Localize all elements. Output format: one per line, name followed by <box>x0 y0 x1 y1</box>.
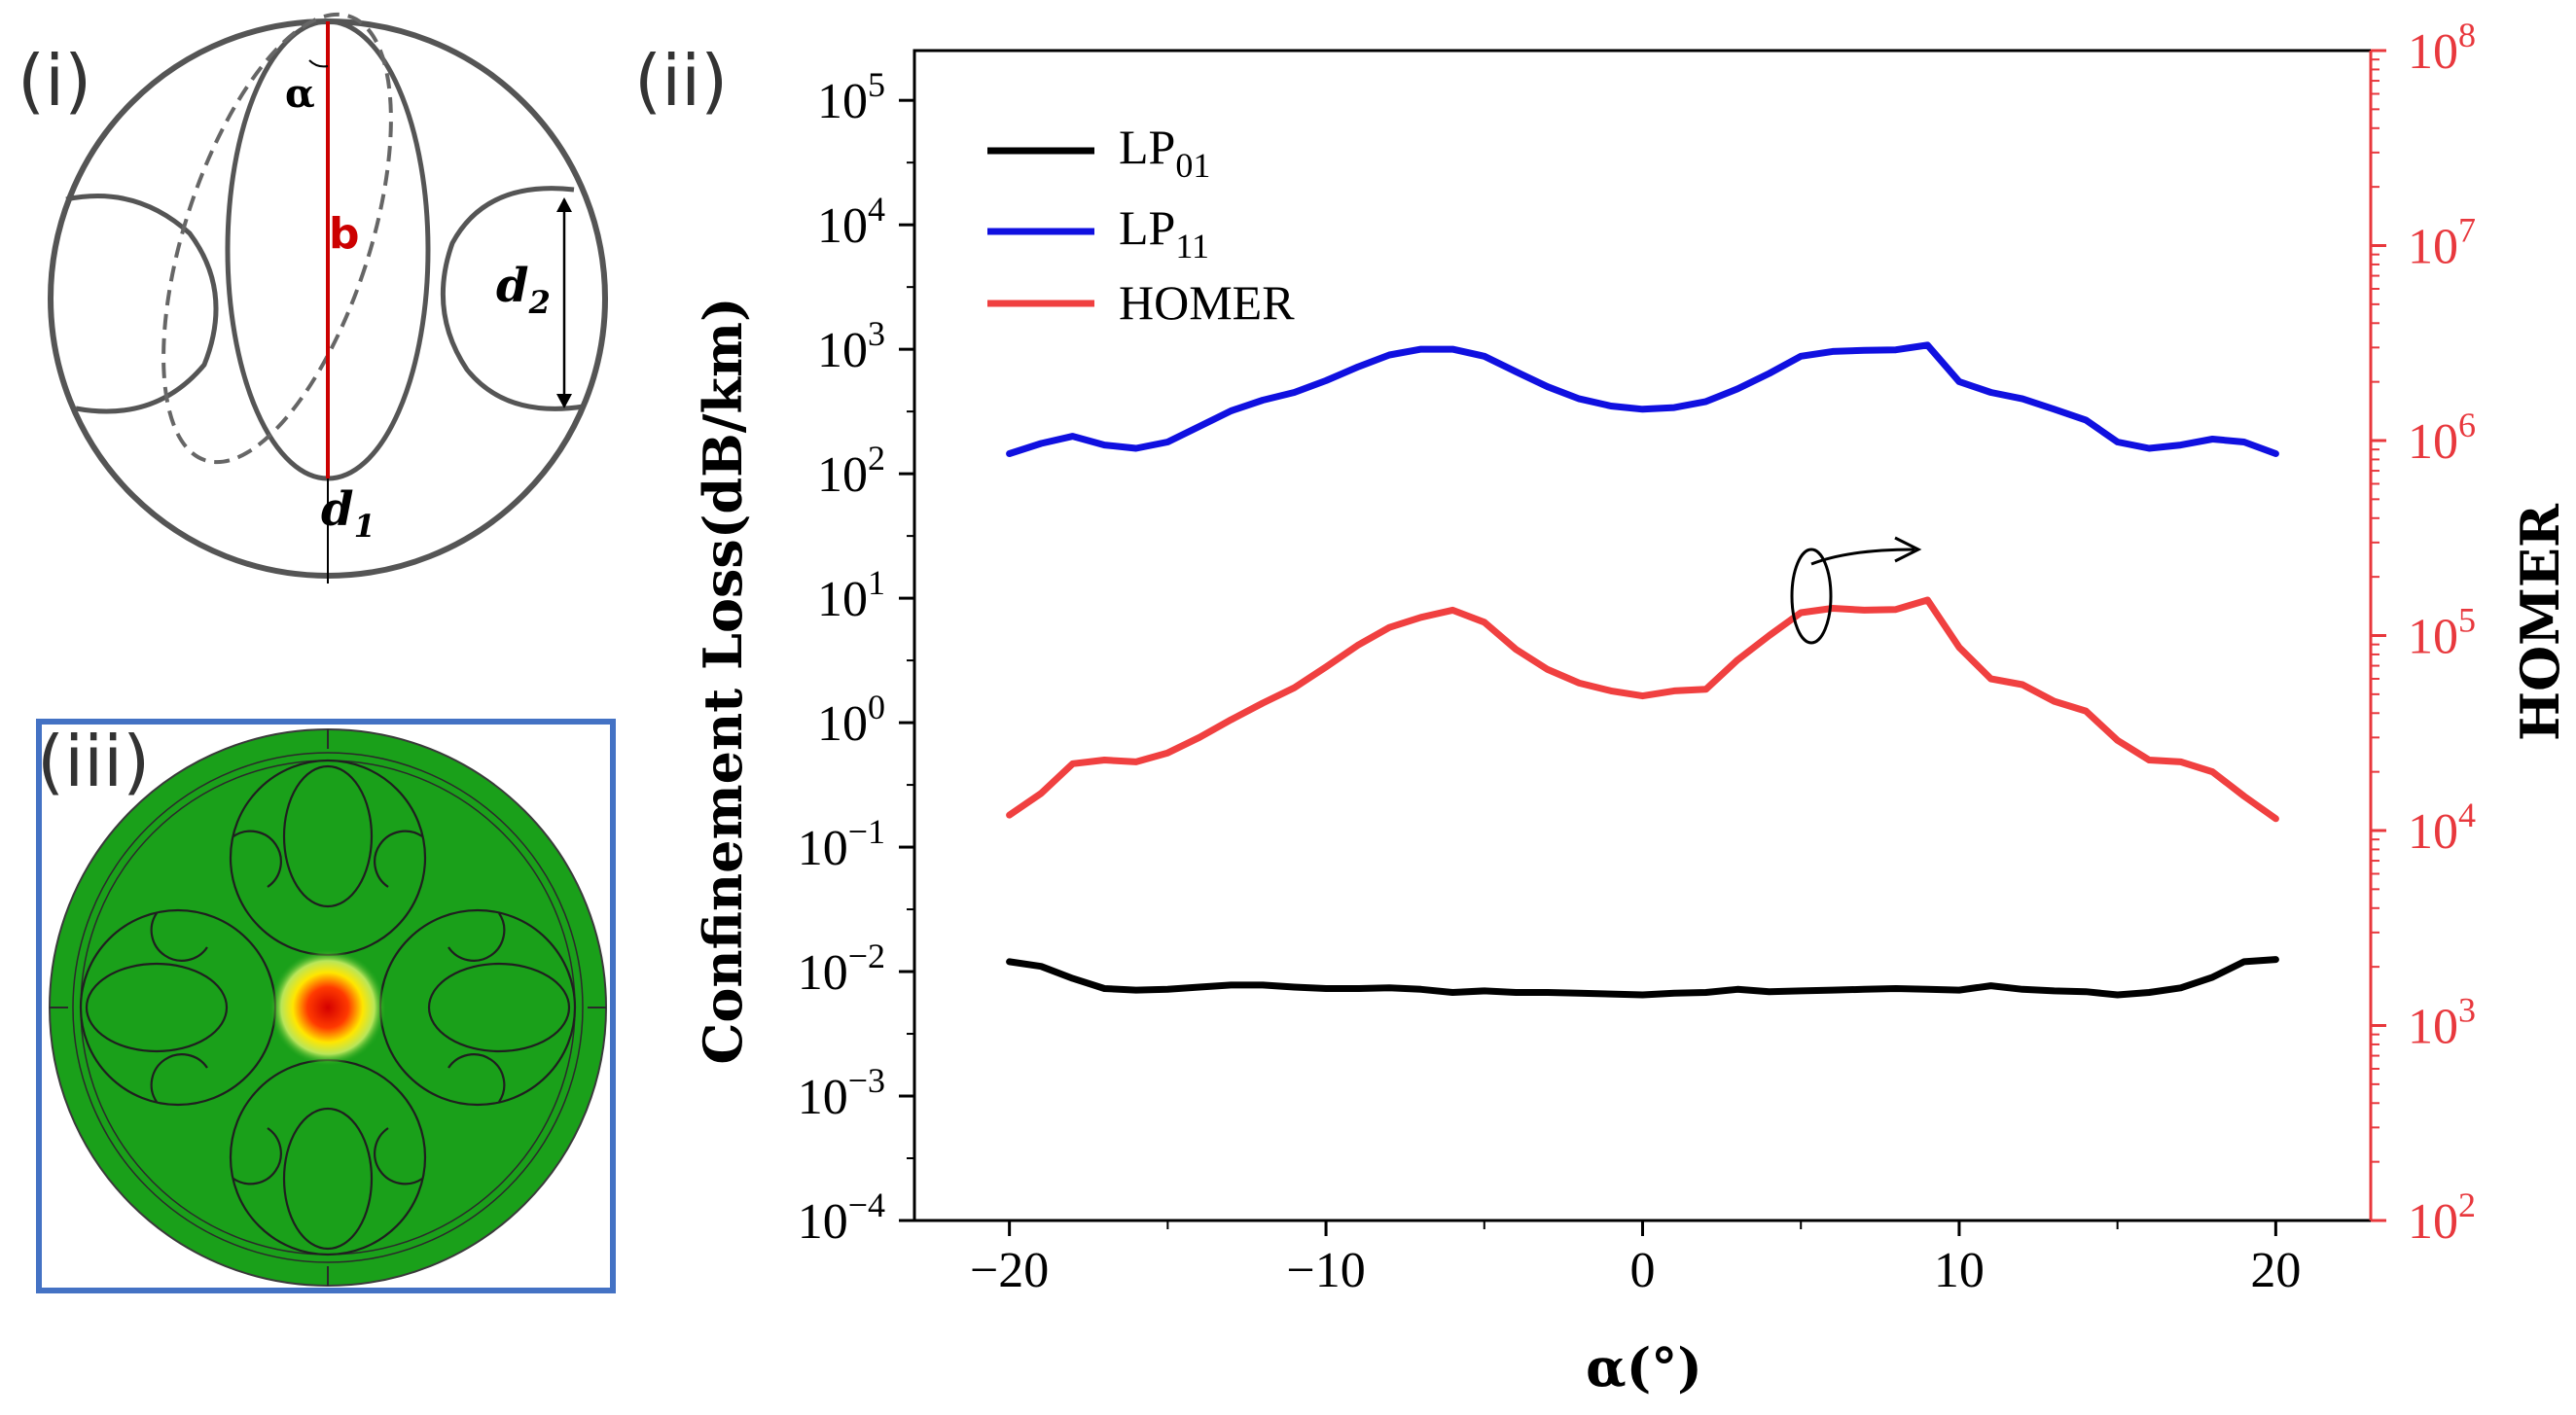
panel-iii-label: (iii) <box>37 721 150 802</box>
y-tick-label: 10−3 <box>798 1061 885 1125</box>
b-label: b <box>329 209 360 259</box>
y-tick-label: 10−1 <box>798 812 885 876</box>
d1-label: d1 <box>321 482 376 545</box>
right-axis-annotation <box>1790 536 1922 645</box>
y-tick-label: 103 <box>817 314 885 378</box>
y-tick-label: 101 <box>817 563 885 627</box>
alpha-label: α <box>285 71 315 117</box>
x-tick-label: 20 <box>2250 1243 2301 1298</box>
x-tick-label: 10 <box>1934 1243 1985 1298</box>
panel-iii-mode-field: (iii) <box>36 719 616 1293</box>
y2-tick-label: 105 <box>2408 601 2476 665</box>
y-axis-title: Confinement Loss(dB/km) <box>692 297 754 1064</box>
y-axis-left-ticks: 105 104 103 102 101 100 10−1 10−2 10−3 10−4 <box>798 65 914 1250</box>
y-tick-label: 102 <box>817 439 885 503</box>
panel-ii-chart: (ii) −20 −10 0 10 20 10510410310210110010−11… <box>634 16 2571 1398</box>
right-cladding-tube <box>440 186 585 411</box>
legend: LP01 LP11 HOMER <box>987 120 1295 330</box>
x-tick-label: 0 <box>1630 1243 1656 1298</box>
y-tick-label: 10−4 <box>798 1185 885 1250</box>
y2-tick-label: 107 <box>2408 211 2476 275</box>
inner-ring-1 <box>72 752 584 1263</box>
panel-i-label: (i) <box>18 40 91 122</box>
y-axis-right-ticks: 108 107 106 105 104 103 102 <box>2371 16 2476 1250</box>
legend-label-lp11: LP11 <box>1119 200 1209 265</box>
panel-i-schematic: (i) α b d2 d1 <box>18 12 608 584</box>
x-tick-label: −20 <box>970 1243 1049 1298</box>
y-tick-label: 104 <box>817 190 885 254</box>
legend-label-homer: HOMER <box>1119 275 1295 330</box>
alpha-arc <box>308 59 329 68</box>
series-line-homer <box>1006 596 2279 823</box>
annotation-arrow-line <box>1810 548 1915 566</box>
x-axis-title: α(°) <box>1586 1336 1702 1398</box>
data-series <box>1006 341 2279 999</box>
arrow-right-icon <box>1894 536 1922 563</box>
series-line-lp11 <box>1006 341 2279 457</box>
x-tick-label: −10 <box>1286 1243 1365 1298</box>
y2-tick-label: 106 <box>2408 406 2476 470</box>
x-axis-ticks: −20 −10 0 10 20 <box>970 1220 2301 1298</box>
left-cladding-tube <box>65 194 219 414</box>
cladding-tubes <box>79 759 577 1256</box>
d2-label: d2 <box>496 259 551 321</box>
tilted-ellipse-dashed <box>161 12 393 465</box>
annotation-ellipse <box>1790 548 1833 645</box>
y-tick-label: 10−2 <box>798 937 885 1001</box>
series-line-lp01 <box>1006 956 2279 999</box>
y2-tick-label: 108 <box>2408 16 2476 80</box>
d2-arrowhead-bottom <box>556 394 572 408</box>
panel-ii-label: (ii) <box>634 40 728 122</box>
y2-tick-label: 104 <box>2408 796 2476 860</box>
y-tick-label: 105 <box>817 65 885 129</box>
y2-axis-title: HOMER <box>2509 503 2571 741</box>
y-tick-label: 100 <box>817 688 885 752</box>
legend-label-lp01: LP01 <box>1119 120 1210 185</box>
core-mode-field <box>269 949 386 1066</box>
y2-tick-label: 103 <box>2408 991 2476 1055</box>
d2-arrowhead-top <box>556 197 572 212</box>
y2-tick-label: 102 <box>2408 1185 2476 1250</box>
